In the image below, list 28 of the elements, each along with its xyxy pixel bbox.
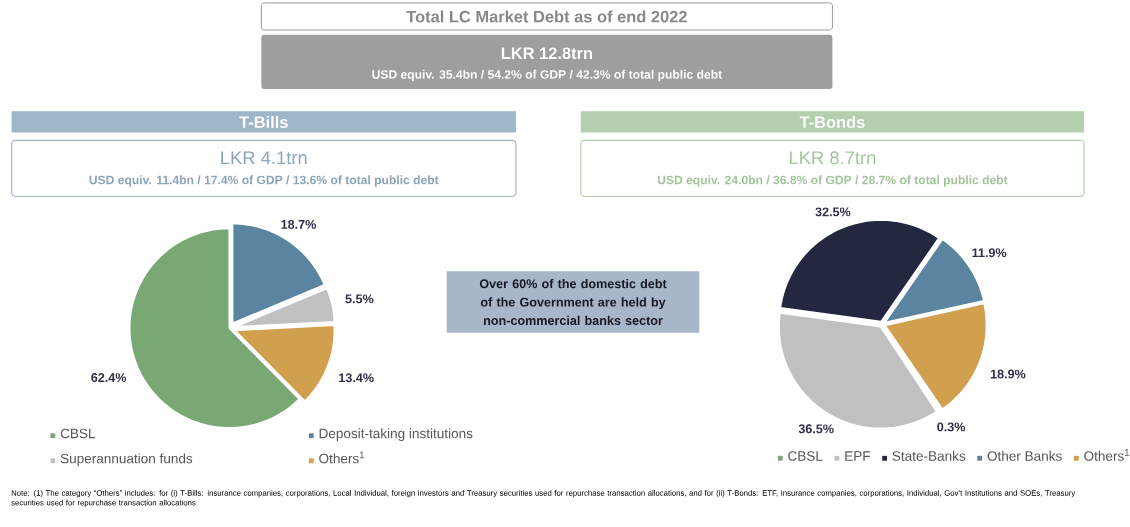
legend-label: Other Banks bbox=[987, 451, 1062, 462]
legend-label: CBSL bbox=[60, 428, 96, 439]
legend-label: CBSL bbox=[788, 451, 823, 462]
text: Total LC Market Debt as of end 2022 bbox=[406, 10, 687, 23]
text: USD equiv. 11.4bn / 17.4% of GDP / 13.6% of total public debt bbox=[89, 175, 439, 187]
data-label: 32.5% bbox=[815, 207, 851, 217]
data-label: 5.5% bbox=[345, 294, 374, 304]
data-label: 11.9% bbox=[972, 248, 1007, 258]
chart-title: T-Bills bbox=[239, 116, 288, 129]
data-label: 18.7% bbox=[281, 220, 316, 230]
text: LKR 12.8trn bbox=[501, 47, 593, 60]
chart-title: T-Bonds bbox=[799, 116, 865, 129]
legend-label: State-Banks bbox=[892, 451, 966, 462]
data-label: 18.9% bbox=[990, 369, 1026, 379]
chart-subtitle: LKR 8.7trn bbox=[789, 151, 876, 165]
text: USD equiv. 35.4bn / 54.2% of GDP / 42.3% of total public debt bbox=[372, 70, 722, 82]
legend-label: EPF bbox=[845, 451, 871, 461]
data-label: 62.4% bbox=[91, 373, 127, 383]
data-label: 13.4% bbox=[339, 373, 374, 383]
text: Over 60% of the domestic debt of the Government are held by non-commercial banks sector bbox=[479, 279, 667, 326]
legend-label: Others$^{1}$ bbox=[319, 451, 365, 464]
legend-label: Deposit-taking institutions bbox=[319, 428, 473, 442]
legend-label: Superannuation funds bbox=[60, 453, 193, 467]
data-label: 36.5% bbox=[798, 424, 834, 434]
legend-label: Others$^{1}$ bbox=[1084, 449, 1130, 462]
text: USD equiv. 24.0bn / 36.8% of GDP / 28.7% of total public debt bbox=[657, 175, 1008, 187]
chart-subtitle: LKR 4.1trn bbox=[221, 151, 307, 165]
data-label: 0.3% bbox=[937, 422, 966, 432]
